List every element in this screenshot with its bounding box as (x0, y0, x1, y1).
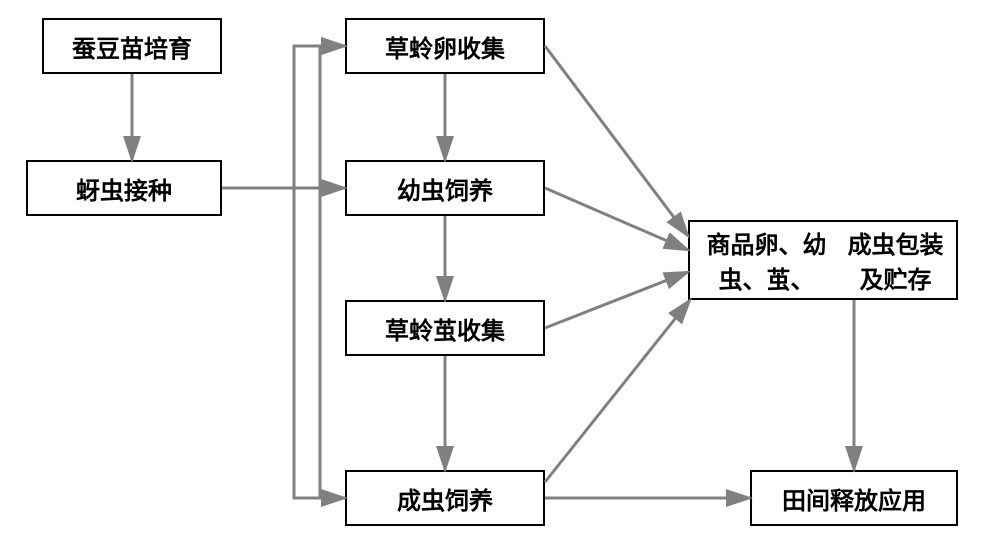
flowchart-node-n4: 幼虫饲养 (345, 160, 545, 216)
flowchart-node-n7: 商品卵、幼虫、茧、成虫包装及贮存 (688, 220, 958, 300)
flowchart-edge-11 (545, 300, 690, 482)
flowchart-edge-3 (222, 188, 345, 498)
flowchart-edge-10 (545, 272, 688, 328)
flowchart-edge-2 (222, 46, 345, 188)
flowchart-edge-8 (545, 46, 688, 236)
flowchart-node-n3: 草蛉卵收集 (345, 18, 545, 74)
flowchart-node-n8: 田间释放应用 (750, 470, 958, 526)
flowchart-node-n1: 蚕豆苗培育 (42, 18, 222, 74)
flowchart-node-n5: 草蛉茧收集 (345, 300, 545, 356)
flowchart-edge-7 (320, 46, 345, 498)
flowchart-node-n2: 蚜虫接种 (26, 160, 222, 216)
flowchart-node-n6: 成虫饲养 (345, 470, 545, 526)
flowchart-edge-9 (545, 188, 688, 250)
